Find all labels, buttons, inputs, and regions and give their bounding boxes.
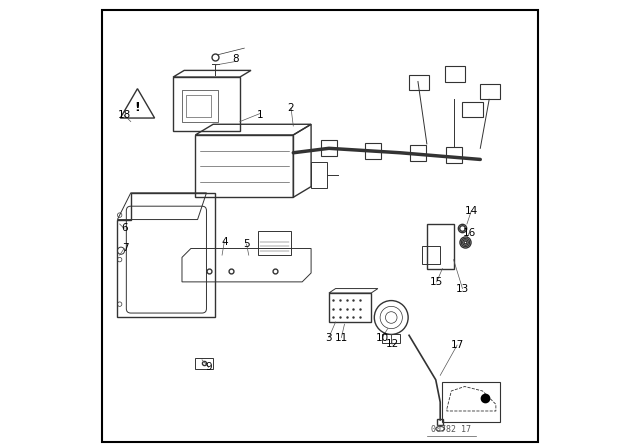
Bar bbox=[422, 246, 440, 264]
Bar bbox=[182, 90, 218, 121]
Text: 11: 11 bbox=[335, 332, 348, 343]
Text: 14: 14 bbox=[465, 206, 478, 215]
Bar bbox=[321, 140, 337, 156]
Text: !: ! bbox=[134, 101, 140, 114]
Bar bbox=[463, 102, 483, 117]
Text: 2: 2 bbox=[288, 103, 294, 113]
Text: 3: 3 bbox=[326, 332, 332, 343]
Bar bbox=[365, 142, 381, 159]
Bar bbox=[442, 382, 500, 422]
Text: 4: 4 bbox=[221, 237, 228, 247]
Text: 16: 16 bbox=[463, 228, 476, 238]
Bar bbox=[329, 293, 371, 322]
Text: 7: 7 bbox=[122, 243, 128, 254]
Bar bbox=[311, 162, 326, 188]
Text: 18: 18 bbox=[118, 110, 131, 120]
Text: 00782 17: 00782 17 bbox=[431, 425, 471, 434]
Text: 13: 13 bbox=[456, 284, 469, 293]
Text: 17: 17 bbox=[451, 340, 464, 350]
Bar bbox=[186, 95, 211, 117]
Bar bbox=[410, 145, 426, 161]
Text: 1: 1 bbox=[257, 110, 263, 120]
Bar bbox=[409, 75, 429, 90]
Text: 8: 8 bbox=[232, 54, 239, 64]
Bar bbox=[427, 224, 454, 268]
Text: 12: 12 bbox=[385, 339, 399, 349]
Text: 15: 15 bbox=[430, 277, 444, 287]
Bar bbox=[258, 231, 291, 255]
Text: 6: 6 bbox=[121, 224, 127, 233]
Bar bbox=[445, 147, 461, 163]
Text: 9: 9 bbox=[205, 362, 212, 372]
Text: 5: 5 bbox=[243, 239, 250, 249]
Bar bbox=[445, 66, 465, 82]
Bar bbox=[195, 358, 213, 369]
Bar bbox=[382, 333, 400, 343]
Bar bbox=[480, 84, 500, 99]
Text: 10: 10 bbox=[376, 332, 389, 343]
